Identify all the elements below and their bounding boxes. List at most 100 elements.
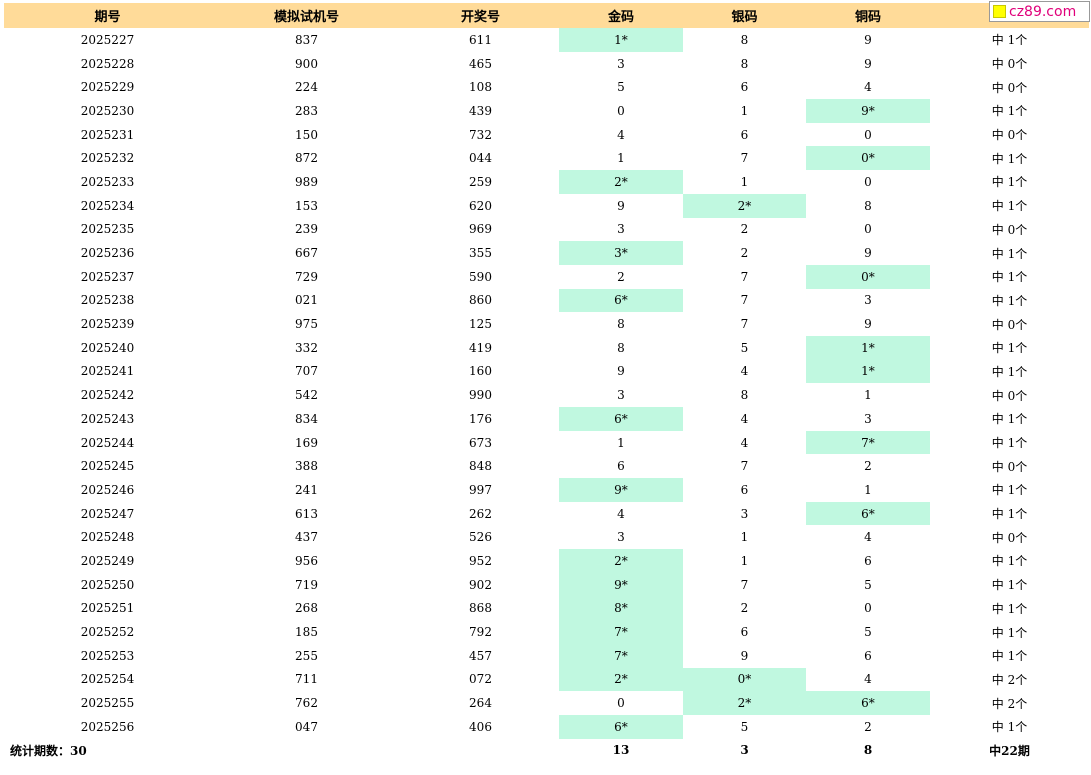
- cell-gold-code: 9*: [559, 478, 683, 502]
- cell-draw-number: 848: [469, 459, 492, 474]
- cell-result: 中 1个: [991, 33, 1028, 48]
- table-row: 2025232 872 044 1 7 0* 中 1个: [4, 146, 1089, 171]
- cell-period: 2025241: [80, 364, 135, 379]
- table-row: 2025251 268 868 8* 2 0 中 1个: [4, 596, 1089, 621]
- cell-sim-number: 150: [295, 127, 318, 142]
- cell-sim-number: 239: [295, 222, 318, 237]
- cell-sim-number: 707: [295, 364, 318, 379]
- cell-gold-code: 8: [617, 317, 625, 332]
- cell-result: 中 1个: [991, 199, 1028, 214]
- cell-silver-code: 2*: [683, 193, 806, 218]
- cell-bronze-code: 4: [864, 80, 872, 95]
- logo-text: cz89.com: [1009, 3, 1077, 20]
- cell-gold-code: 3*: [559, 241, 683, 265]
- table-header-row: 期号 模拟试机号 开奖号 金码 银码 铜码: [4, 3, 1089, 28]
- table-row: 2025228 900 465 3 8 9 中 0个: [4, 52, 1089, 76]
- cell-draw-number: 160: [469, 364, 492, 379]
- cell-silver-code: 3: [740, 506, 749, 521]
- cell-sim-number: 989: [295, 174, 318, 189]
- cell-period: 2025243: [80, 411, 135, 426]
- cell-sim-number: 388: [295, 459, 318, 474]
- cell-gold-code: 6*: [559, 288, 683, 313]
- cell-bronze-code: 4: [864, 530, 872, 545]
- cell-sim-number: 956: [295, 553, 318, 568]
- cell-sim-number: 762: [295, 696, 318, 711]
- cell-silver-code: 2: [740, 246, 749, 261]
- cell-gold-code: 9: [617, 364, 625, 379]
- cell-period: 2025245: [80, 459, 135, 474]
- table-row: 2025238 021 860 6* 7 3 中 1个: [4, 288, 1089, 313]
- cell-sim-number: 437: [295, 530, 318, 545]
- cell-sim-number: 834: [295, 411, 318, 426]
- cell-result: 中 1个: [991, 554, 1028, 569]
- cell-silver-code: 7: [740, 293, 749, 308]
- cell-silver-code: 6: [740, 482, 749, 497]
- table-row: 2025249 956 952 2* 1 6 中 1个: [4, 549, 1089, 573]
- cell-bronze-code: 8: [864, 198, 872, 213]
- cell-gold-code: 1: [617, 435, 625, 450]
- summary-result-total: 中22期: [989, 743, 1030, 758]
- table-row: 2025230 283 439 0 1 9* 中 1个: [4, 99, 1089, 123]
- table-row: 2025231 150 732 4 6 0 中 0个: [4, 123, 1089, 147]
- cell-result: 中 1个: [991, 270, 1028, 285]
- cell-sim-number: 613: [295, 506, 318, 521]
- cell-period: 2025251: [80, 601, 135, 616]
- cell-period: 2025253: [80, 648, 135, 663]
- cell-sim-number: 542: [295, 388, 318, 403]
- cell-bronze-code: 1: [864, 482, 872, 497]
- cell-period: 2025246: [80, 482, 135, 497]
- cell-draw-number: 611: [469, 32, 492, 47]
- cell-silver-code: 7: [740, 459, 749, 474]
- cell-bronze-code: 1*: [806, 359, 930, 384]
- header-sim-number: 模拟试机号: [211, 3, 402, 28]
- table-row: 2025233 989 259 2* 1 0 中 1个: [4, 170, 1089, 194]
- cell-gold-code: 4: [617, 127, 625, 142]
- table-row: 2025229 224 108 5 6 4 中 0个: [4, 75, 1089, 99]
- cell-gold-code: 3: [617, 56, 625, 71]
- cell-draw-number: 457: [469, 648, 492, 663]
- cell-result: 中 0个: [991, 530, 1028, 545]
- cell-sim-number: 268: [295, 601, 318, 616]
- table-row: 2025240 332 419 8 5 1* 中 1个: [4, 335, 1089, 360]
- cell-draw-number: 355: [469, 246, 492, 261]
- cell-sim-number: 185: [295, 625, 318, 640]
- logo-square-icon: [993, 5, 1006, 18]
- cell-result: 中 1个: [991, 364, 1028, 379]
- cell-result: 中 1个: [991, 483, 1028, 498]
- cell-draw-number: 792: [469, 625, 492, 640]
- cell-bronze-code: 5: [864, 577, 872, 592]
- cell-draw-number: 264: [469, 696, 492, 711]
- cell-bronze-code: 3: [864, 411, 872, 426]
- cell-silver-code: 2: [740, 222, 749, 237]
- cell-gold-code: 4: [617, 506, 625, 521]
- cell-draw-number: 419: [469, 340, 492, 355]
- cell-silver-code: 8: [740, 56, 749, 71]
- cell-sim-number: 241: [295, 482, 318, 497]
- cell-result: 中 0个: [991, 128, 1028, 143]
- cell-silver-code: 6: [740, 625, 749, 640]
- cell-result: 中 1个: [991, 341, 1028, 356]
- cell-silver-code: 4: [740, 364, 749, 379]
- summary-empty-sim: [211, 739, 402, 763]
- cell-sim-number: 153: [295, 198, 318, 213]
- header-bronze-code: 铜码: [806, 3, 930, 28]
- cell-gold-code: 8*: [559, 596, 683, 621]
- cell-period: 2025236: [80, 246, 135, 261]
- site-logo[interactable]: cz89.com: [989, 1, 1090, 22]
- cell-period: 2025233: [80, 174, 135, 189]
- cell-bronze-code: 1*: [806, 335, 930, 360]
- cell-sim-number: 729: [295, 269, 318, 284]
- cell-result: 中 0个: [991, 222, 1028, 237]
- cell-bronze-code: 3: [864, 293, 872, 308]
- cell-period: 2025254: [80, 672, 135, 687]
- cell-result: 中 1个: [991, 436, 1028, 451]
- table-row: 2025244 169 673 1 4 7* 中 1个: [4, 430, 1089, 455]
- table-row: 2025245 388 848 6 7 2 中 0个: [4, 454, 1089, 478]
- cell-draw-number: 262: [469, 506, 492, 521]
- cell-period: 2025234: [80, 198, 135, 213]
- cell-period: 2025248: [80, 530, 135, 545]
- cell-draw-number: 526: [469, 530, 492, 545]
- table-row: 2025256 047 406 6* 5 2 中 1个: [4, 714, 1089, 739]
- cell-sim-number: 711: [295, 672, 318, 687]
- cell-bronze-code: 9: [864, 317, 872, 332]
